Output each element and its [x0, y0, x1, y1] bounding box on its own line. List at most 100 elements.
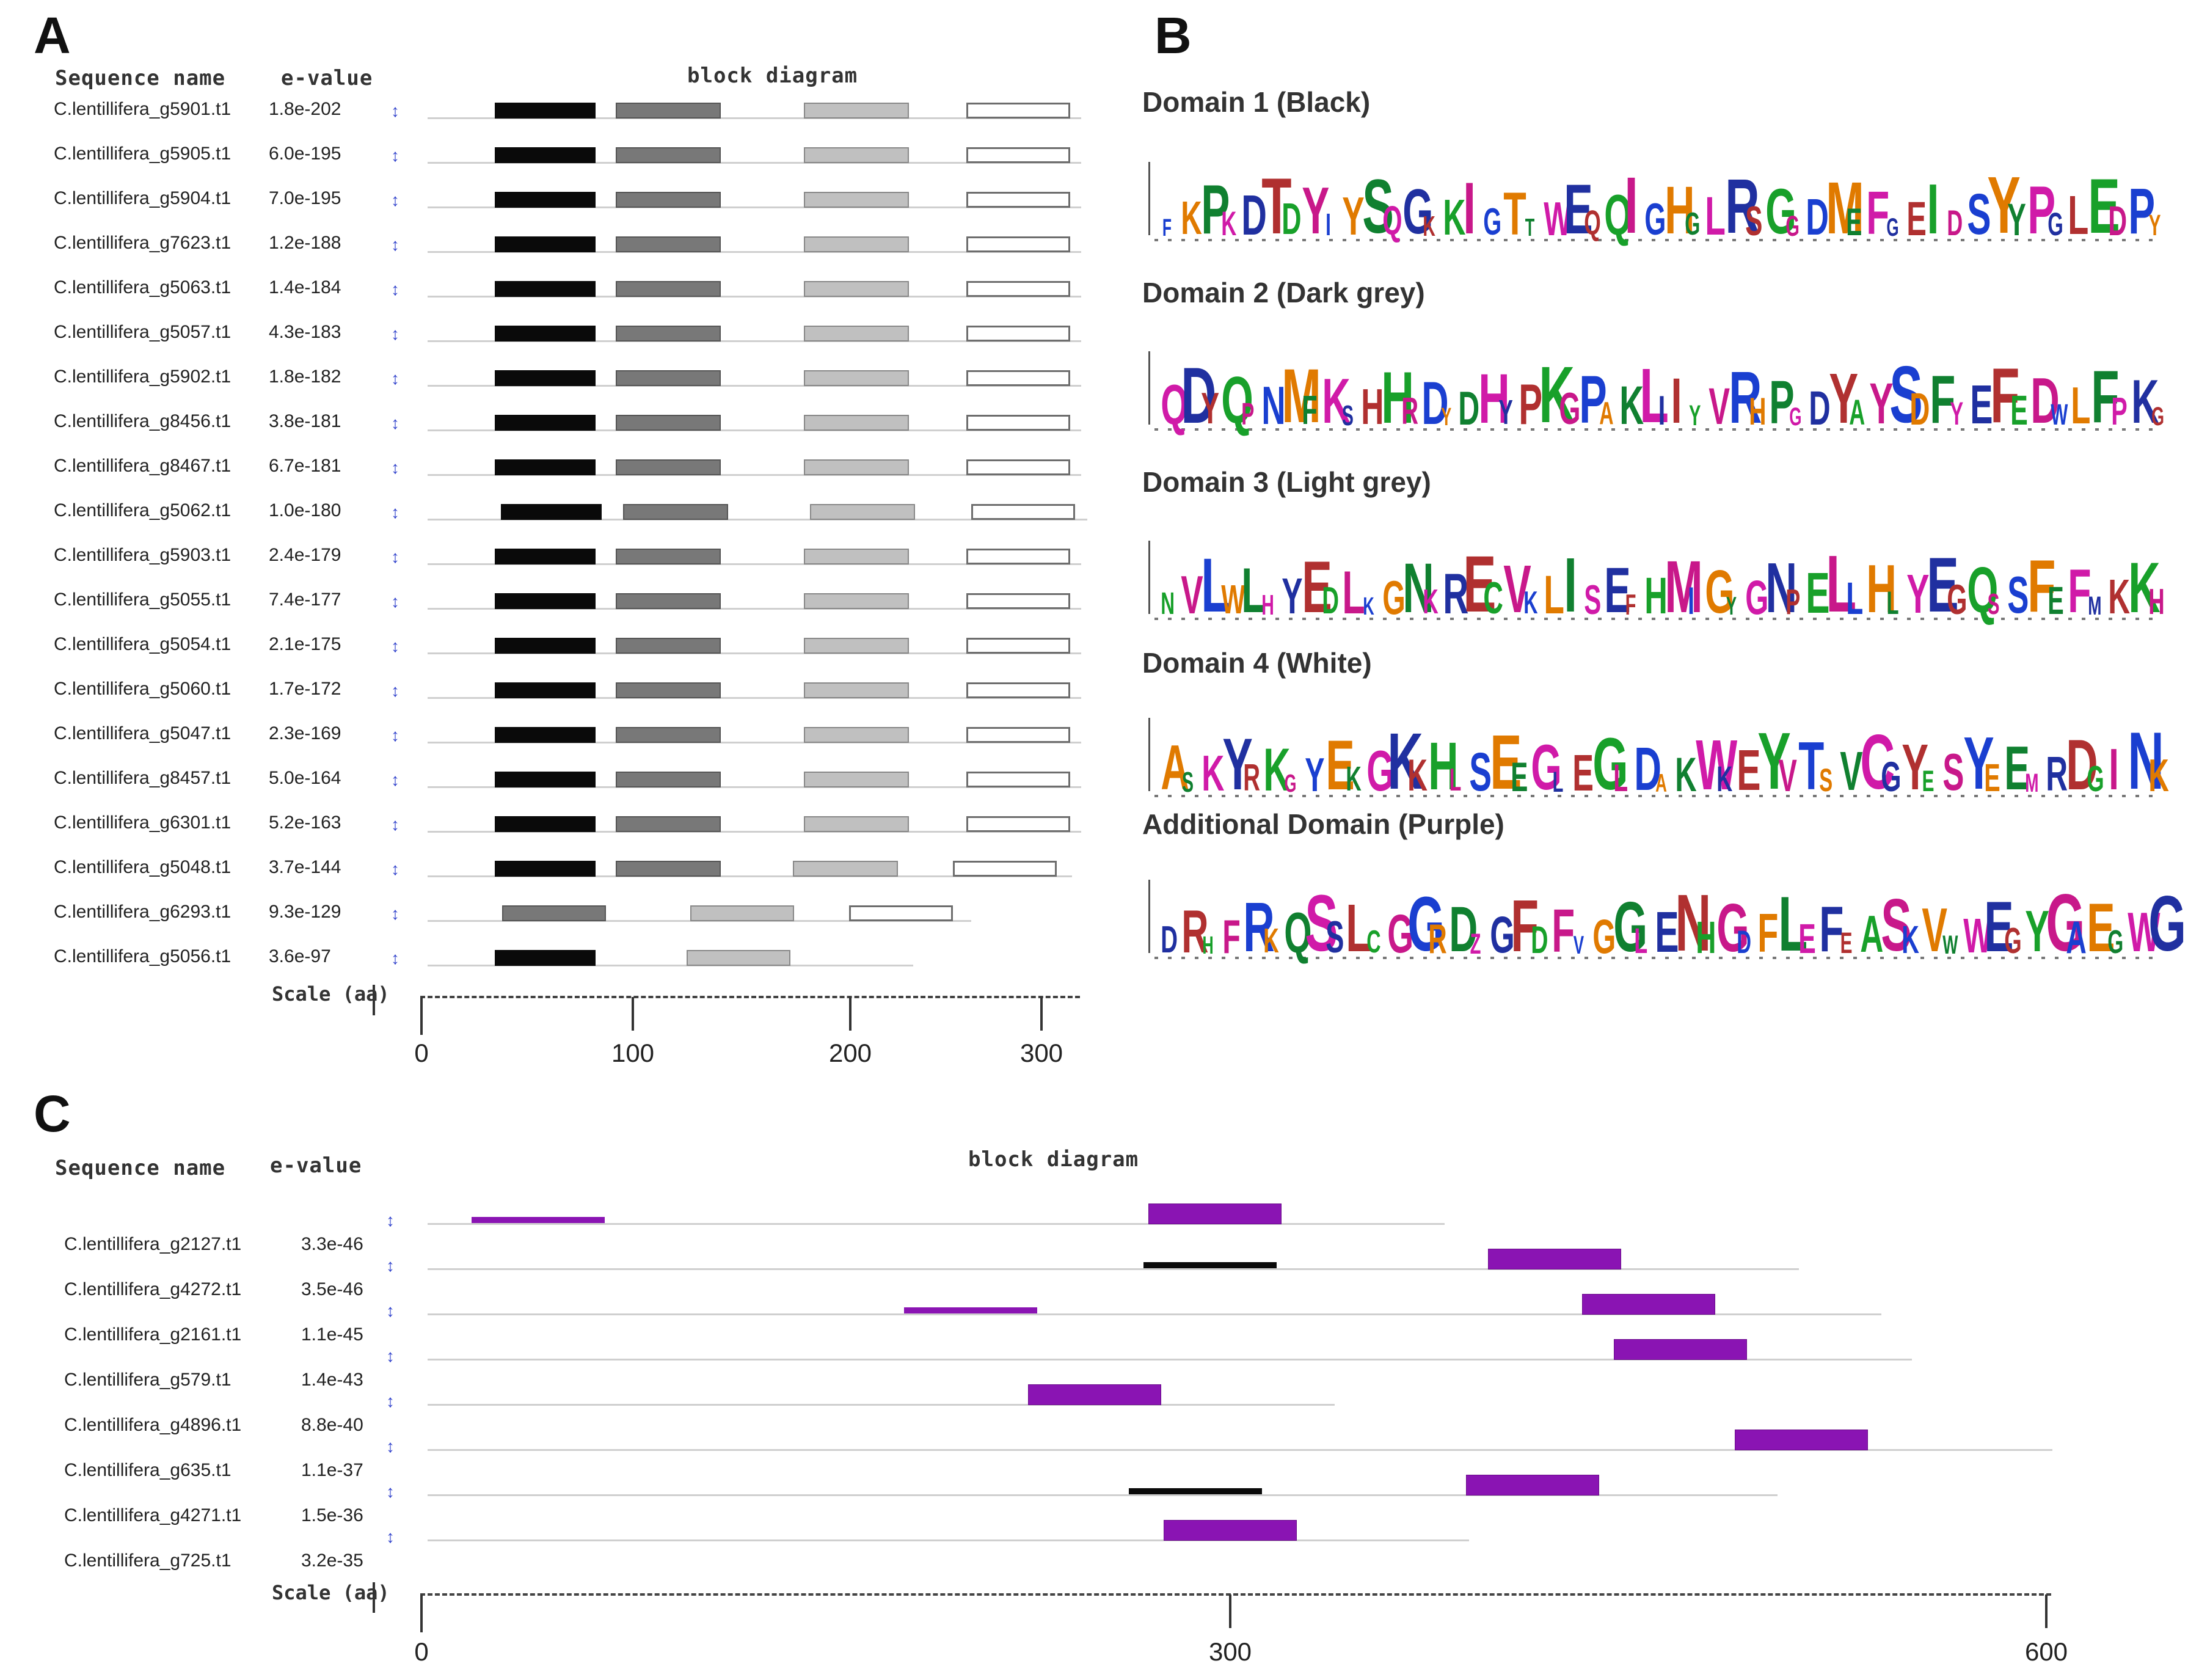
sort-arrows-icon[interactable]: ↕ — [391, 191, 399, 210]
panel-c-row-name: C.lentillifera_g2161.t1 — [64, 1324, 242, 1345]
logo-letter: L — [1705, 184, 1726, 246]
logo-letter: H — [1202, 931, 1214, 960]
logo-letter: D — [1322, 580, 1340, 623]
logo-letter: A — [1860, 905, 1884, 963]
sort-arrows-icon[interactable]: ↕ — [386, 1346, 395, 1365]
logo-letter: Y — [1987, 160, 2021, 250]
logo-y-axis — [1148, 541, 1150, 614]
sort-arrows-icon[interactable]: ↕ — [391, 547, 399, 566]
panel-a-scale-label: Scale (aa) — [272, 982, 390, 1006]
logo-letter: S — [1889, 349, 1924, 440]
panel-c-row-name: C.lentillifera_g4271.t1 — [64, 1505, 242, 1525]
logo-letter: Y — [1906, 564, 1930, 625]
panel-a-domain-block-white — [966, 772, 1070, 787]
logo-letter: L — [1826, 539, 1857, 629]
logo-letter: P — [1768, 368, 1795, 437]
panel-c-domain-block-purple — [1466, 1475, 1599, 1496]
sort-arrows-icon[interactable]: ↕ — [391, 770, 399, 789]
logo-letter: Q — [1967, 554, 1999, 627]
logo-letter: R — [2045, 747, 2068, 801]
domain-title: Domain 1 (Black) — [1142, 86, 1371, 118]
panel-a-domain-block-white — [971, 504, 1075, 520]
logo-letter: Y — [1689, 399, 1701, 432]
logo-letter: K — [1716, 759, 1732, 799]
panel-a-row-name: C.lentillifera_g6301.t1 — [54, 813, 232, 833]
sort-arrows-icon[interactable]: ↕ — [391, 637, 399, 656]
logo-letter: K — [1263, 921, 1280, 961]
logo-letter: I — [1688, 579, 1694, 623]
sort-arrows-icon[interactable]: ↕ — [391, 815, 399, 834]
logo-letter: L — [1346, 891, 1372, 966]
logo-letter: R — [1401, 390, 1418, 433]
logo-letter: D — [1947, 203, 1963, 243]
panel-a-scale-tick-label: 300 — [1019, 1039, 1063, 1067]
sort-arrows-icon[interactable]: ↕ — [391, 414, 399, 433]
sort-arrows-icon[interactable]: ↕ — [391, 681, 399, 700]
sort-arrows-icon[interactable]: ↕ — [386, 1482, 395, 1501]
sort-arrows-icon[interactable]: ↕ — [391, 235, 399, 254]
sort-arrows-icon[interactable]: ↕ — [391, 904, 399, 923]
sort-arrows-icon[interactable]: ↕ — [391, 369, 399, 388]
logo-letter: S — [1325, 912, 1344, 962]
logo-letter: M — [1665, 545, 1703, 629]
logo-letter: R — [1428, 915, 1447, 962]
logo-letter: K — [1221, 204, 1237, 243]
sort-arrows-icon[interactable]: ↕ — [391, 592, 399, 611]
panel-a-domain-block-light — [804, 192, 909, 208]
panel-a-domain-block-black — [495, 727, 596, 743]
panel-a-sequence-line — [428, 742, 1081, 743]
logo-letter: R — [1181, 897, 1209, 965]
panel-a-scale-tick — [849, 997, 852, 1031]
panel-c-sequence-line — [428, 1359, 1912, 1360]
logo-letter: G — [1765, 176, 1796, 247]
panel-a-sequence-line — [428, 206, 1081, 208]
sort-arrows-icon[interactable]: ↕ — [391, 101, 399, 120]
sort-arrows-icon[interactable]: ↕ — [386, 1392, 395, 1411]
panel-a-row-evalue: 4.3e-183 — [269, 322, 341, 342]
logo-letter: V — [1778, 750, 1797, 801]
sort-arrows-icon[interactable]: ↕ — [386, 1211, 395, 1230]
logo-letter: D — [1282, 195, 1302, 244]
logo-letter: D — [1421, 368, 1449, 437]
sort-arrows-icon[interactable]: ↕ — [391, 146, 399, 165]
panel-c-domain-block-purple — [1614, 1339, 1747, 1360]
sort-arrows-icon[interactable]: ↕ — [391, 324, 399, 343]
logo-letter: Y — [2007, 194, 2026, 245]
logo-letter: Y — [2025, 899, 2049, 965]
sort-arrows-icon[interactable]: ↕ — [391, 458, 399, 477]
logo-letter: K — [1423, 582, 1439, 622]
sort-arrows-icon[interactable]: ↕ — [391, 503, 399, 522]
logo-letter: S — [1745, 197, 1763, 244]
sort-arrows-icon[interactable]: ↕ — [386, 1437, 395, 1456]
logo-letter: G — [1947, 575, 1967, 623]
panel-a-domain-block-black — [501, 504, 602, 520]
logo-letter: S — [1341, 400, 1354, 432]
panel-a-domain-block-white — [966, 281, 1070, 297]
logo-letter: L — [2068, 185, 2089, 246]
domain-title: Domain 3 (Light grey) — [1142, 466, 1431, 498]
logo-letter: T — [1261, 161, 1292, 250]
logo-letter: K — [2148, 750, 2169, 801]
sort-arrows-icon[interactable]: ↕ — [386, 1527, 395, 1546]
panel-a-sequence-line — [428, 162, 1081, 164]
sort-arrows-icon[interactable]: ↕ — [391, 280, 399, 299]
panel-a-domain-block-dark — [616, 682, 721, 698]
logo-letter: Y — [1282, 567, 1303, 624]
logo-letter: K — [1443, 188, 1466, 246]
logo-letter: K — [2108, 569, 2131, 624]
logo-letter: Y — [1440, 403, 1451, 431]
sort-arrows-icon[interactable]: ↕ — [391, 860, 399, 878]
logo-letter: E — [1970, 374, 1993, 436]
logo-letter: I — [1564, 542, 1577, 629]
panel-a-domain-block-light — [804, 727, 909, 743]
panel-a-row-name: C.lentillifera_g5904.t1 — [54, 188, 232, 208]
panel-c-letter: C — [34, 1085, 71, 1142]
logo-letter: I — [1326, 207, 1331, 243]
logo-letter: P — [2111, 389, 2128, 433]
sort-arrows-icon[interactable]: ↕ — [386, 1256, 395, 1275]
sort-arrows-icon[interactable]: ↕ — [391, 949, 399, 968]
sort-arrows-icon[interactable]: ↕ — [391, 726, 399, 745]
panel-a-row-evalue: 6.0e-195 — [269, 144, 341, 164]
sort-arrows-icon[interactable]: ↕ — [386, 1301, 395, 1320]
